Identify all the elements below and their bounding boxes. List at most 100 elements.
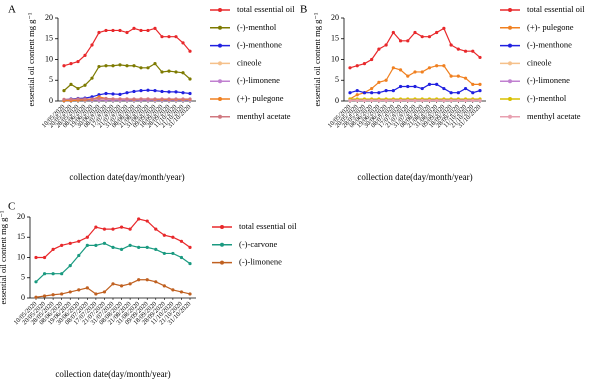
data-point <box>167 69 171 73</box>
data-point <box>68 264 72 268</box>
data-point <box>471 49 475 53</box>
data-point <box>104 96 108 101</box>
data-point <box>456 98 460 103</box>
data-point <box>90 97 94 101</box>
data-point <box>413 30 417 35</box>
data-point <box>398 84 403 89</box>
data-point <box>146 88 150 92</box>
series-line <box>36 218 191 259</box>
data-point <box>153 62 157 66</box>
data-point <box>146 28 150 33</box>
data-point <box>188 91 192 96</box>
data-point <box>420 35 424 39</box>
data-point <box>137 245 141 249</box>
y-tick-label: 10 <box>45 54 53 63</box>
data-point <box>153 97 157 101</box>
data-point <box>94 292 98 296</box>
data-point <box>60 272 64 276</box>
legend-marker <box>220 225 224 229</box>
legend-marker <box>508 8 512 12</box>
data-point <box>179 239 184 243</box>
data-point <box>119 247 124 251</box>
data-point <box>83 53 87 57</box>
data-point <box>427 35 432 39</box>
data-point <box>442 64 446 68</box>
data-point <box>406 84 410 89</box>
data-point <box>119 225 124 229</box>
legend-label: (-)-menthone <box>237 40 282 50</box>
data-point <box>478 89 482 93</box>
data-point <box>139 28 143 33</box>
y-tick-label: 5 <box>49 75 53 84</box>
data-point <box>51 272 55 276</box>
data-point <box>85 286 89 290</box>
data-point <box>83 83 87 87</box>
data-point <box>77 253 81 258</box>
data-point <box>463 76 468 80</box>
data-point <box>85 235 89 239</box>
data-point <box>420 70 424 74</box>
data-point <box>471 91 475 95</box>
data-point <box>153 26 157 30</box>
y-tick-label: 20 <box>45 13 53 22</box>
data-point <box>174 70 178 74</box>
y-tick-label: 15 <box>331 34 339 43</box>
x-axis-label: collection date(day/month/year) <box>69 172 184 182</box>
data-point <box>119 284 124 288</box>
data-point <box>94 225 98 229</box>
data-point <box>406 98 410 103</box>
data-point <box>362 91 367 95</box>
data-point <box>370 91 374 95</box>
legend-marker <box>218 43 222 48</box>
data-point <box>406 39 410 43</box>
data-point <box>174 90 178 94</box>
legend-marker <box>508 97 512 101</box>
data-point <box>83 97 87 101</box>
data-point <box>377 98 381 103</box>
data-point <box>118 97 122 101</box>
data-point <box>145 219 149 223</box>
x-axis-label: collection date(day/month/year) <box>357 172 472 182</box>
legend-marker <box>508 114 512 119</box>
data-point <box>139 89 143 93</box>
data-point <box>62 64 66 68</box>
data-point <box>463 49 468 53</box>
data-point <box>62 89 66 93</box>
data-point <box>154 247 158 251</box>
data-point <box>188 49 192 53</box>
y-tick-label: 15 <box>17 232 25 241</box>
data-point <box>125 30 129 35</box>
data-point <box>118 63 122 67</box>
data-point <box>174 35 178 39</box>
data-point <box>377 91 381 95</box>
data-point <box>456 47 460 51</box>
legend-label: (-)-limonene <box>239 257 282 267</box>
series-line <box>349 27 481 69</box>
data-point <box>146 97 150 101</box>
data-point <box>77 288 81 292</box>
data-point <box>132 64 136 68</box>
data-point <box>111 97 115 101</box>
data-point <box>355 89 359 93</box>
data-point <box>456 74 460 78</box>
y-tick-label: 10 <box>17 252 25 261</box>
data-point <box>137 217 141 221</box>
data-point <box>60 243 64 247</box>
y-tick-label: 0 <box>21 293 25 302</box>
data-point <box>181 71 185 75</box>
legend-label: total essential oil <box>239 221 297 231</box>
legend-marker <box>508 79 512 84</box>
y-tick-label: 20 <box>331 13 339 22</box>
legend-label: menthyl acetate <box>527 111 581 121</box>
panel-label: B <box>300 4 307 16</box>
data-point <box>111 92 115 96</box>
data-point <box>60 292 64 296</box>
data-point <box>76 97 80 101</box>
data-point <box>188 245 192 249</box>
data-point <box>370 57 374 62</box>
y-axis-label: essential oil content mg g⁻¹ <box>312 12 322 106</box>
legend-marker <box>218 97 222 101</box>
data-point <box>370 86 374 91</box>
data-point <box>69 82 73 86</box>
data-point <box>160 97 164 101</box>
